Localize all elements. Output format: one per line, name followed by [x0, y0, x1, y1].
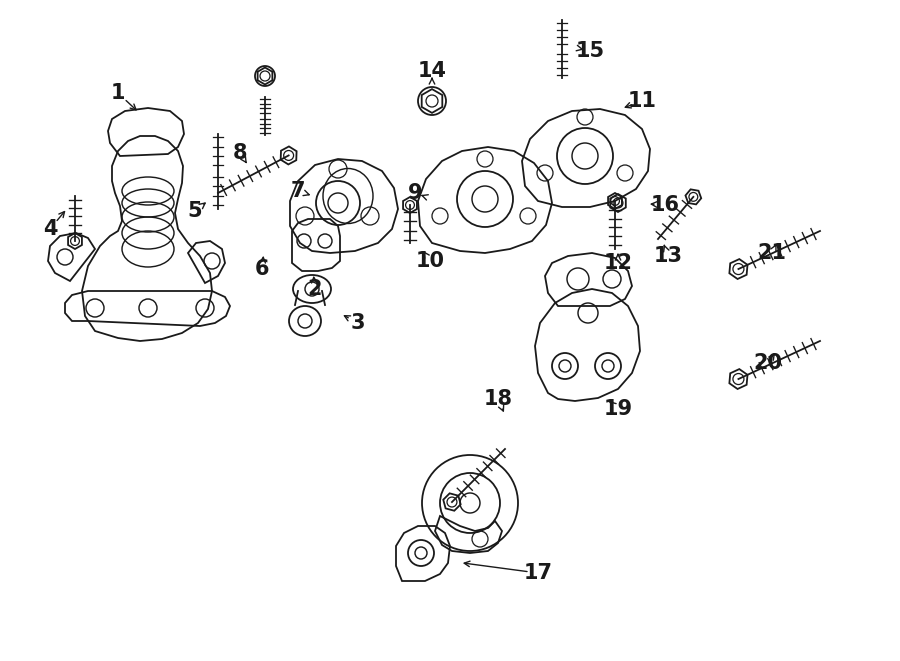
- Text: 3: 3: [351, 313, 365, 333]
- Text: 13: 13: [653, 246, 682, 266]
- Text: 14: 14: [418, 61, 446, 81]
- Text: 17: 17: [524, 563, 553, 583]
- Text: 20: 20: [753, 353, 782, 373]
- Text: 10: 10: [416, 251, 445, 271]
- Text: 1: 1: [111, 83, 125, 103]
- Text: 16: 16: [651, 195, 680, 215]
- Text: 12: 12: [604, 253, 633, 273]
- Text: 7: 7: [291, 181, 305, 201]
- Text: 6: 6: [255, 259, 269, 279]
- Text: 2: 2: [308, 279, 322, 299]
- Text: 18: 18: [483, 389, 512, 409]
- Text: 5: 5: [188, 201, 202, 221]
- Text: 15: 15: [575, 41, 605, 61]
- Text: 19: 19: [603, 399, 633, 419]
- Text: 8: 8: [233, 143, 248, 163]
- Text: 9: 9: [408, 183, 422, 203]
- Text: 11: 11: [627, 91, 656, 111]
- Text: 4: 4: [43, 219, 58, 239]
- Text: 21: 21: [758, 243, 787, 263]
